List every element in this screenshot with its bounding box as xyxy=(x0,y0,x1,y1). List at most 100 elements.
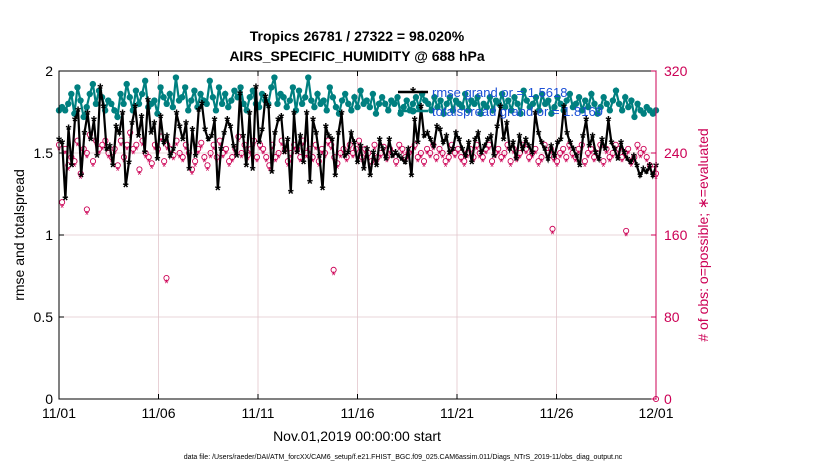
evaluated-obs-point: * xyxy=(88,135,93,147)
rmse-point: * xyxy=(62,192,68,209)
rmse-point: * xyxy=(85,107,91,124)
possible-obs-point xyxy=(637,149,644,157)
evaluated-obs-point: * xyxy=(527,157,532,169)
totalspread-point xyxy=(585,103,592,111)
totalspread-point xyxy=(86,90,93,98)
evaluated-obs-point: * xyxy=(119,141,124,153)
rmse-point: * xyxy=(402,156,408,173)
totalspread-point xyxy=(575,94,583,101)
rmse-point: * xyxy=(132,100,138,117)
totalspread-point xyxy=(615,100,623,108)
x-tick-label: 11/21 xyxy=(440,405,474,421)
totalspread-point xyxy=(126,94,133,101)
totalspread-point xyxy=(341,90,349,98)
rmse-point: * xyxy=(374,159,380,176)
possible-obs-point xyxy=(427,149,434,157)
rmse-point: * xyxy=(421,130,427,147)
evaluated-obs-point: * xyxy=(307,149,312,161)
rmse-point: * xyxy=(288,185,294,202)
possible-obs-point xyxy=(83,206,90,213)
totalspread-point xyxy=(274,100,281,108)
y2-axis-label: # of obs: o=possible; ∗=evaluated xyxy=(695,128,711,341)
evaluated-obs-point: * xyxy=(422,161,427,173)
rmse-point: * xyxy=(405,143,411,160)
possible-obs-point xyxy=(442,158,449,165)
rmse-point: * xyxy=(520,143,526,160)
totalspread-point xyxy=(157,84,164,91)
evaluated-obs-point: * xyxy=(524,149,529,161)
evaluated-obs-point: * xyxy=(379,153,384,165)
evaluated-obs-point: * xyxy=(314,145,319,157)
totalspread-point xyxy=(209,94,217,101)
rmse-point: * xyxy=(510,136,516,153)
rmse-point: * xyxy=(580,130,586,147)
possible-obs-point xyxy=(408,145,415,152)
rmse-point: * xyxy=(523,133,529,150)
totalspread-point xyxy=(271,74,278,81)
possible-obs-point xyxy=(163,274,170,282)
totalspread-point xyxy=(588,90,595,98)
totalspread-point xyxy=(603,100,610,108)
possible-obs-point xyxy=(355,137,363,144)
y2-tick-label: 240 xyxy=(664,145,688,161)
possible-obs-point xyxy=(625,145,632,152)
evaluated-obs-point: * xyxy=(326,141,331,153)
totalspread-point xyxy=(385,107,392,114)
totalspread-point xyxy=(548,110,555,117)
possible-obs-point xyxy=(581,158,588,165)
rmse-point: * xyxy=(104,143,110,160)
possible-obs-point xyxy=(445,154,452,161)
possible-obs-point xyxy=(399,145,406,152)
totalspread-point xyxy=(231,87,238,94)
evaluated-obs-point: * xyxy=(434,157,439,169)
rmse-point: * xyxy=(542,143,548,160)
possible-obs-point xyxy=(414,154,421,161)
totalspread-point xyxy=(74,84,81,91)
evaluated-obs-point: * xyxy=(456,149,461,161)
evaluated-obs-point: * xyxy=(202,157,207,169)
rmse-point: * xyxy=(332,169,338,186)
totalspread-point xyxy=(141,77,149,85)
totalspread-point xyxy=(154,110,161,117)
y2-tick-label: 0 xyxy=(664,391,672,407)
rmse-point: * xyxy=(507,143,513,160)
totalspread-point xyxy=(412,94,420,101)
rmse-point: * xyxy=(383,153,389,170)
totalspread-point xyxy=(375,100,383,108)
rmse-point: * xyxy=(615,153,621,170)
rmse-point: * xyxy=(367,169,373,186)
y-tick-label: 2 xyxy=(45,63,53,79)
totalspread-point xyxy=(563,97,570,104)
evaluated-obs-point: * xyxy=(276,153,281,165)
totalspread-point xyxy=(486,94,494,101)
evaluated-obs-point: * xyxy=(125,145,130,157)
rmse-point: * xyxy=(247,107,253,124)
rmse-point: * xyxy=(475,126,481,143)
evaluated-obs-point: * xyxy=(478,153,483,165)
evaluated-obs-point: * xyxy=(428,153,433,165)
rmse-point: * xyxy=(488,130,494,147)
y-tick-label: 0.5 xyxy=(34,309,54,325)
rmse-point: * xyxy=(624,153,630,170)
rmse-point: * xyxy=(259,123,265,140)
legend-rmse-label: rmse grand or = 1.5618 xyxy=(432,85,568,100)
rmse-point: * xyxy=(336,126,342,143)
totalspread-point xyxy=(566,90,574,98)
rmse-point: * xyxy=(151,116,157,133)
rmse-point: * xyxy=(472,133,478,150)
rmse-point: * xyxy=(148,126,154,143)
rmse-point: * xyxy=(355,156,361,173)
totalspread-point xyxy=(191,87,198,94)
rmse-point: * xyxy=(101,100,107,117)
rmse-point: * xyxy=(618,136,624,153)
totalspread-point xyxy=(363,97,370,104)
rmse-point: * xyxy=(253,80,259,97)
rmse-point: * xyxy=(88,133,94,150)
totalspread-point xyxy=(332,103,340,111)
rmse-point: * xyxy=(536,126,542,143)
rmse-point: * xyxy=(555,136,561,153)
evaluated-obs-point: * xyxy=(106,153,111,165)
rmse-point: * xyxy=(304,107,310,124)
totalspread-point xyxy=(434,103,441,111)
rmse-point: * xyxy=(590,130,596,147)
